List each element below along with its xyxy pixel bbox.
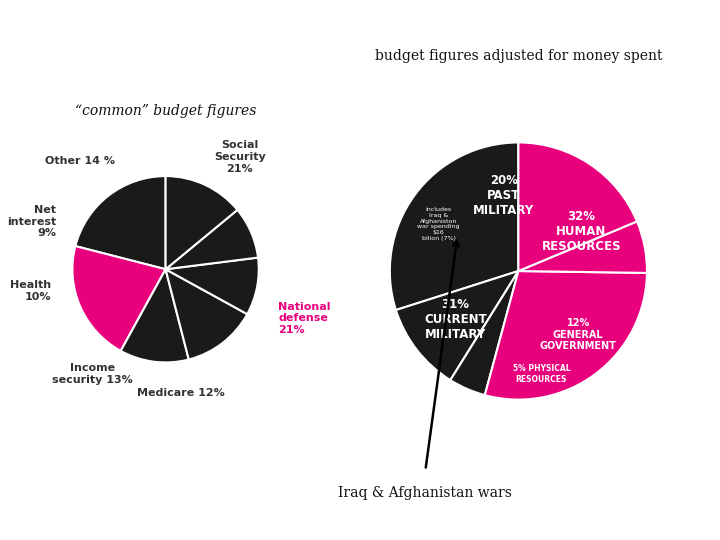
Wedge shape [166,176,238,269]
Text: 12%
GENERAL
GOVERNMENT: 12% GENERAL GOVERNMENT [540,318,617,352]
Text: Net
interest
9%: Net interest 9% [7,205,56,239]
Wedge shape [166,258,258,314]
Wedge shape [73,246,166,351]
Wedge shape [518,143,637,271]
Text: “common” budget figures: “common” budget figures [75,104,256,118]
Wedge shape [485,271,647,400]
Wedge shape [166,210,258,269]
Text: budget figures adjusted for money spent: budget figures adjusted for money spent [374,49,662,63]
Text: Medicare 12%: Medicare 12% [137,388,225,397]
Wedge shape [518,221,647,273]
Text: Health
10%: Health 10% [10,280,51,302]
Wedge shape [450,271,518,395]
Text: 31%
CURRENT
MILITARY: 31% CURRENT MILITARY [424,299,487,341]
Text: 32%
HUMAN
RESOURCES: 32% HUMAN RESOURCES [541,210,621,253]
Wedge shape [396,271,518,380]
Text: National
defense
21%: National defense 21% [279,301,331,335]
Wedge shape [76,176,166,269]
Text: Income
security 13%: Income security 13% [52,363,133,385]
Wedge shape [390,143,518,310]
Text: Iraq & Afghanistan wars: Iraq & Afghanistan wars [338,486,513,500]
Text: 20%
PAST
MILITARY: 20% PAST MILITARY [473,174,534,217]
Text: Social
Security
21%: Social Security 21% [214,140,266,173]
Text: Other 14 %: Other 14 % [45,157,114,166]
Text: 5% PHYSICAL
RESOURCES: 5% PHYSICAL RESOURCES [513,364,570,383]
Text: includes
Iraq &
Afghaniston
war spending
$16
bilion (7%): includes Iraq & Afghaniston war spending… [418,207,460,241]
Wedge shape [121,269,189,362]
Wedge shape [166,269,247,360]
